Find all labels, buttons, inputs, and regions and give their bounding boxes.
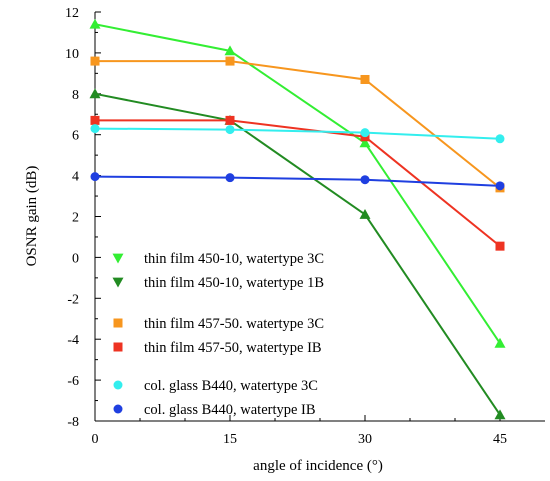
data-point xyxy=(90,56,100,66)
y-tick-label: 8 xyxy=(72,88,79,103)
data-point xyxy=(89,88,101,99)
y-tick-label: -2 xyxy=(67,292,79,307)
data-point xyxy=(494,337,506,348)
legend: thin film 450-10, watertype 3C thin film … xyxy=(112,251,324,418)
data-point xyxy=(360,74,370,84)
legend-label: col. glass B440, watertype IB xyxy=(144,402,316,418)
data-point xyxy=(90,172,100,182)
series-line-5 xyxy=(94,175,501,187)
x-tick-label: 30 xyxy=(358,432,372,447)
legend-label: thin film 450-10, watertype 1B xyxy=(144,275,324,291)
series-line-4 xyxy=(94,127,501,140)
legend-label: thin film 457-50. watertype 3C xyxy=(144,316,324,332)
legend-marker xyxy=(113,318,123,328)
y-tick-label: 4 xyxy=(72,170,79,185)
y-tick-label: 12 xyxy=(65,6,79,21)
y-tick-label: 2 xyxy=(72,211,79,226)
legend-label: thin film 457-50, watertype IB xyxy=(144,340,322,356)
data-point xyxy=(495,241,505,251)
y-axis-label: OSNR gain (dB) xyxy=(24,166,40,267)
y-tick-label: 6 xyxy=(72,129,79,144)
y-tick-label: 0 xyxy=(72,251,79,266)
data-point xyxy=(224,45,236,56)
data-point xyxy=(360,128,370,138)
x-axis-label: angle of incidence (°) xyxy=(253,458,383,474)
legend-label: thin film 450-10, watertype 3C xyxy=(144,251,324,267)
series-line-0 xyxy=(94,23,501,344)
legend-label: col. glass B440, watertype 3C xyxy=(144,378,318,394)
series-lines xyxy=(94,23,501,416)
ticks: -8 -6 -4 -2 0 2 4 6 8 10 12 0 15 30 45 xyxy=(65,6,507,447)
data-point xyxy=(359,137,371,148)
data-point xyxy=(494,409,506,420)
data-point xyxy=(495,181,505,191)
series-markers xyxy=(89,18,506,420)
y-tick-label: -8 xyxy=(67,415,79,430)
x-tick-label: 45 xyxy=(493,432,507,447)
legend-marker xyxy=(113,380,123,390)
y-tick-label: 10 xyxy=(65,47,79,62)
legend-marker xyxy=(113,404,123,414)
data-point xyxy=(225,56,235,66)
data-point xyxy=(359,208,371,219)
x-tick-label: 0 xyxy=(92,432,99,447)
y-tick-label: -4 xyxy=(67,333,79,348)
legend-marker xyxy=(112,277,124,288)
data-point xyxy=(225,115,235,125)
data-point xyxy=(90,115,100,125)
data-point xyxy=(89,18,101,29)
data-point xyxy=(225,173,235,183)
data-point xyxy=(225,125,235,135)
legend-marker xyxy=(112,253,124,264)
data-point xyxy=(495,134,505,144)
legend-marker xyxy=(113,342,123,352)
series-line-3 xyxy=(95,119,501,247)
data-point xyxy=(360,175,370,185)
data-point xyxy=(90,124,100,134)
y-tick-label: -6 xyxy=(67,374,79,389)
x-tick-label: 15 xyxy=(223,432,237,447)
series-line-2 xyxy=(95,60,501,189)
series-line-1 xyxy=(94,92,501,416)
